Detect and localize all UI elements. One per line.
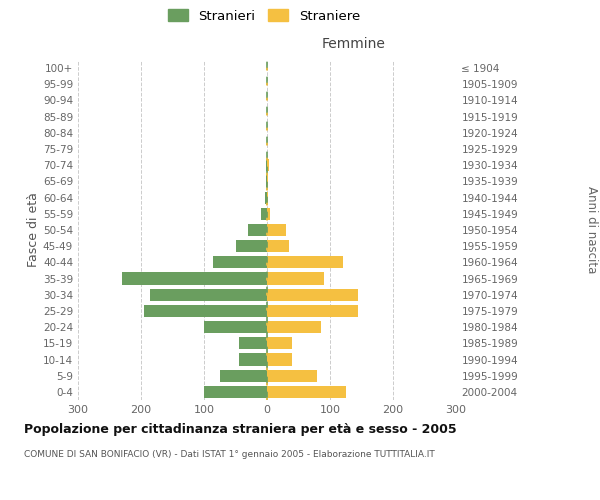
Y-axis label: Fasce di età: Fasce di età — [27, 192, 40, 268]
Bar — [267, 370, 317, 382]
Bar — [267, 176, 268, 188]
Bar — [239, 354, 267, 366]
Bar — [267, 354, 292, 366]
Bar — [265, 192, 267, 203]
Text: Popolazione per cittadinanza straniera per età e sesso - 2005: Popolazione per cittadinanza straniera p… — [24, 422, 457, 436]
Bar — [267, 240, 289, 252]
Bar — [267, 192, 268, 203]
Text: COMUNE DI SAN BONIFACIO (VR) - Dati ISTAT 1° gennaio 2005 - Elaborazione TUTTITA: COMUNE DI SAN BONIFACIO (VR) - Dati ISTA… — [24, 450, 435, 459]
Bar — [266, 176, 267, 188]
Bar — [220, 370, 267, 382]
Bar — [204, 386, 267, 398]
Bar — [239, 338, 267, 349]
Bar — [248, 224, 267, 236]
Bar — [260, 208, 267, 220]
Bar — [267, 288, 358, 301]
Bar — [267, 321, 320, 333]
Bar — [144, 305, 267, 317]
Bar — [267, 159, 269, 172]
Bar — [235, 240, 267, 252]
Bar — [267, 305, 358, 317]
Bar — [267, 338, 292, 349]
Text: Femmine: Femmine — [322, 38, 386, 52]
Bar — [122, 272, 267, 284]
Bar — [267, 272, 324, 284]
Bar — [267, 224, 286, 236]
Bar — [267, 256, 343, 268]
Legend: Stranieri, Straniere: Stranieri, Straniere — [165, 6, 363, 26]
Text: Anni di nascita: Anni di nascita — [584, 186, 598, 274]
Bar — [267, 208, 270, 220]
Bar — [266, 159, 267, 172]
Bar — [204, 321, 267, 333]
Bar — [214, 256, 267, 268]
Bar — [151, 288, 267, 301]
Bar — [267, 386, 346, 398]
